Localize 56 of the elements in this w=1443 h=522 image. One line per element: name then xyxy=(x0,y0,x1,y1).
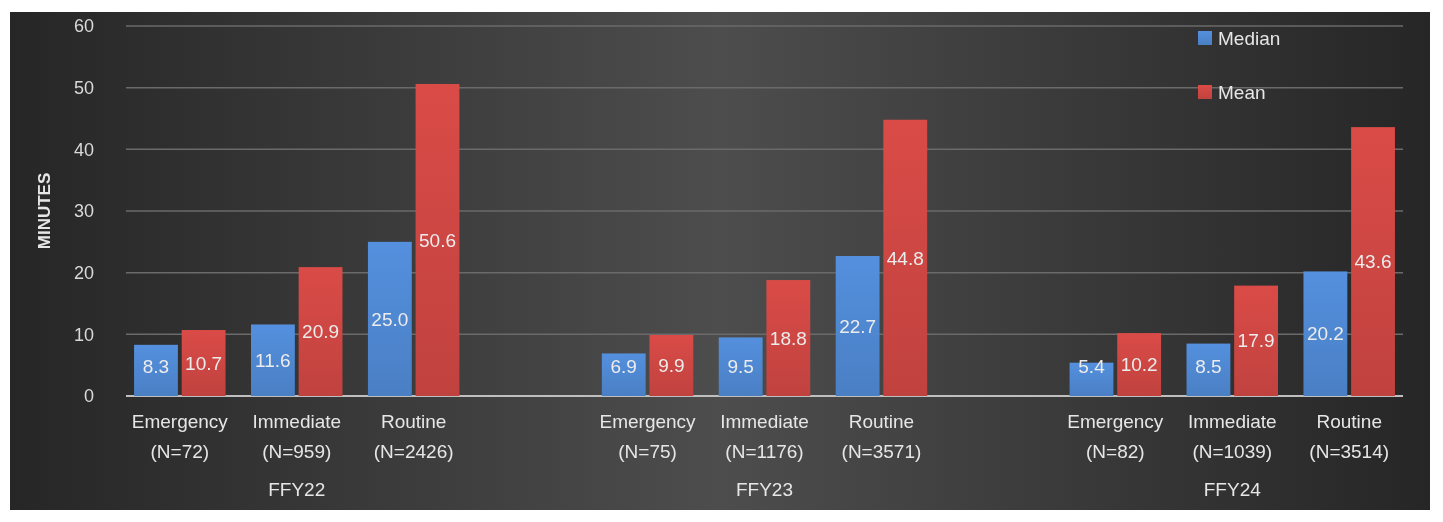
data-label: 43.6 xyxy=(1354,251,1392,273)
bar xyxy=(718,337,763,396)
bar xyxy=(367,241,412,396)
bar xyxy=(134,344,178,396)
data-label: 9.5 xyxy=(727,355,754,377)
bar xyxy=(251,324,295,396)
data-label: 8.3 xyxy=(142,355,170,377)
data-label: 22.7 xyxy=(839,315,877,337)
bar xyxy=(649,334,694,396)
bar xyxy=(883,119,928,396)
bar xyxy=(1117,333,1162,396)
x-tick-label: Immediate (N=959) xyxy=(252,411,342,462)
text: FFY23 xyxy=(735,479,794,500)
bar xyxy=(1186,343,1231,396)
bar xyxy=(766,280,811,396)
x-tick-label: Emergency (N=72) xyxy=(131,411,229,462)
data-label: 10.2 xyxy=(1120,354,1158,376)
y-tick-label: 60 xyxy=(73,16,94,37)
bar xyxy=(1234,285,1278,396)
bar xyxy=(1303,271,1348,396)
y-tick-label: 30 xyxy=(73,201,94,222)
bar xyxy=(298,267,343,396)
x-tick-label: Routine (N=3571) xyxy=(841,411,922,462)
bar xyxy=(835,256,880,396)
bar xyxy=(181,330,226,396)
text: FFY22 xyxy=(268,479,326,500)
text: FFY24 xyxy=(1203,479,1262,500)
x-tick-label: Emergency (N=82) xyxy=(1067,411,1164,462)
x-tick-label: Immediate (N=1176) xyxy=(720,411,809,462)
legend-label: Mean xyxy=(1218,81,1266,103)
bar xyxy=(1351,127,1395,396)
x-tick-label: Emergency (N=75) xyxy=(599,411,697,462)
data-label: 10.7 xyxy=(185,352,223,374)
data-label: 6.9 xyxy=(610,355,637,377)
data-label: 25.0 xyxy=(371,308,409,330)
y-tick-label: 10 xyxy=(73,324,94,345)
data-label: 20.9 xyxy=(302,321,340,343)
data-label: 8.5 xyxy=(1195,355,1222,377)
x-tick-label: Routine (N=2426) xyxy=(373,411,454,462)
data-label: 9.9 xyxy=(658,355,685,377)
y-tick-label: 40 xyxy=(73,139,94,160)
legend-label: Median xyxy=(1218,27,1281,49)
y-tick-label: 20 xyxy=(73,262,94,283)
data-label: 20.2 xyxy=(1306,323,1344,345)
y-axis-title: MINUTES xyxy=(35,172,54,250)
data-label: 50.6 xyxy=(419,229,456,251)
x-tick-label: Routine (N=3514) xyxy=(1309,411,1390,462)
data-label: 44.8 xyxy=(886,247,924,269)
data-label: 17.9 xyxy=(1237,330,1275,352)
data-label: 11.6 xyxy=(255,349,291,371)
y-tick-label: 50 xyxy=(73,77,94,98)
y-tick-label: 0 xyxy=(83,386,94,407)
x-tick-label: Immediate (N=1039) xyxy=(1187,411,1277,462)
data-label: 18.8 xyxy=(769,327,807,349)
bar xyxy=(601,353,646,396)
bar xyxy=(415,83,460,396)
